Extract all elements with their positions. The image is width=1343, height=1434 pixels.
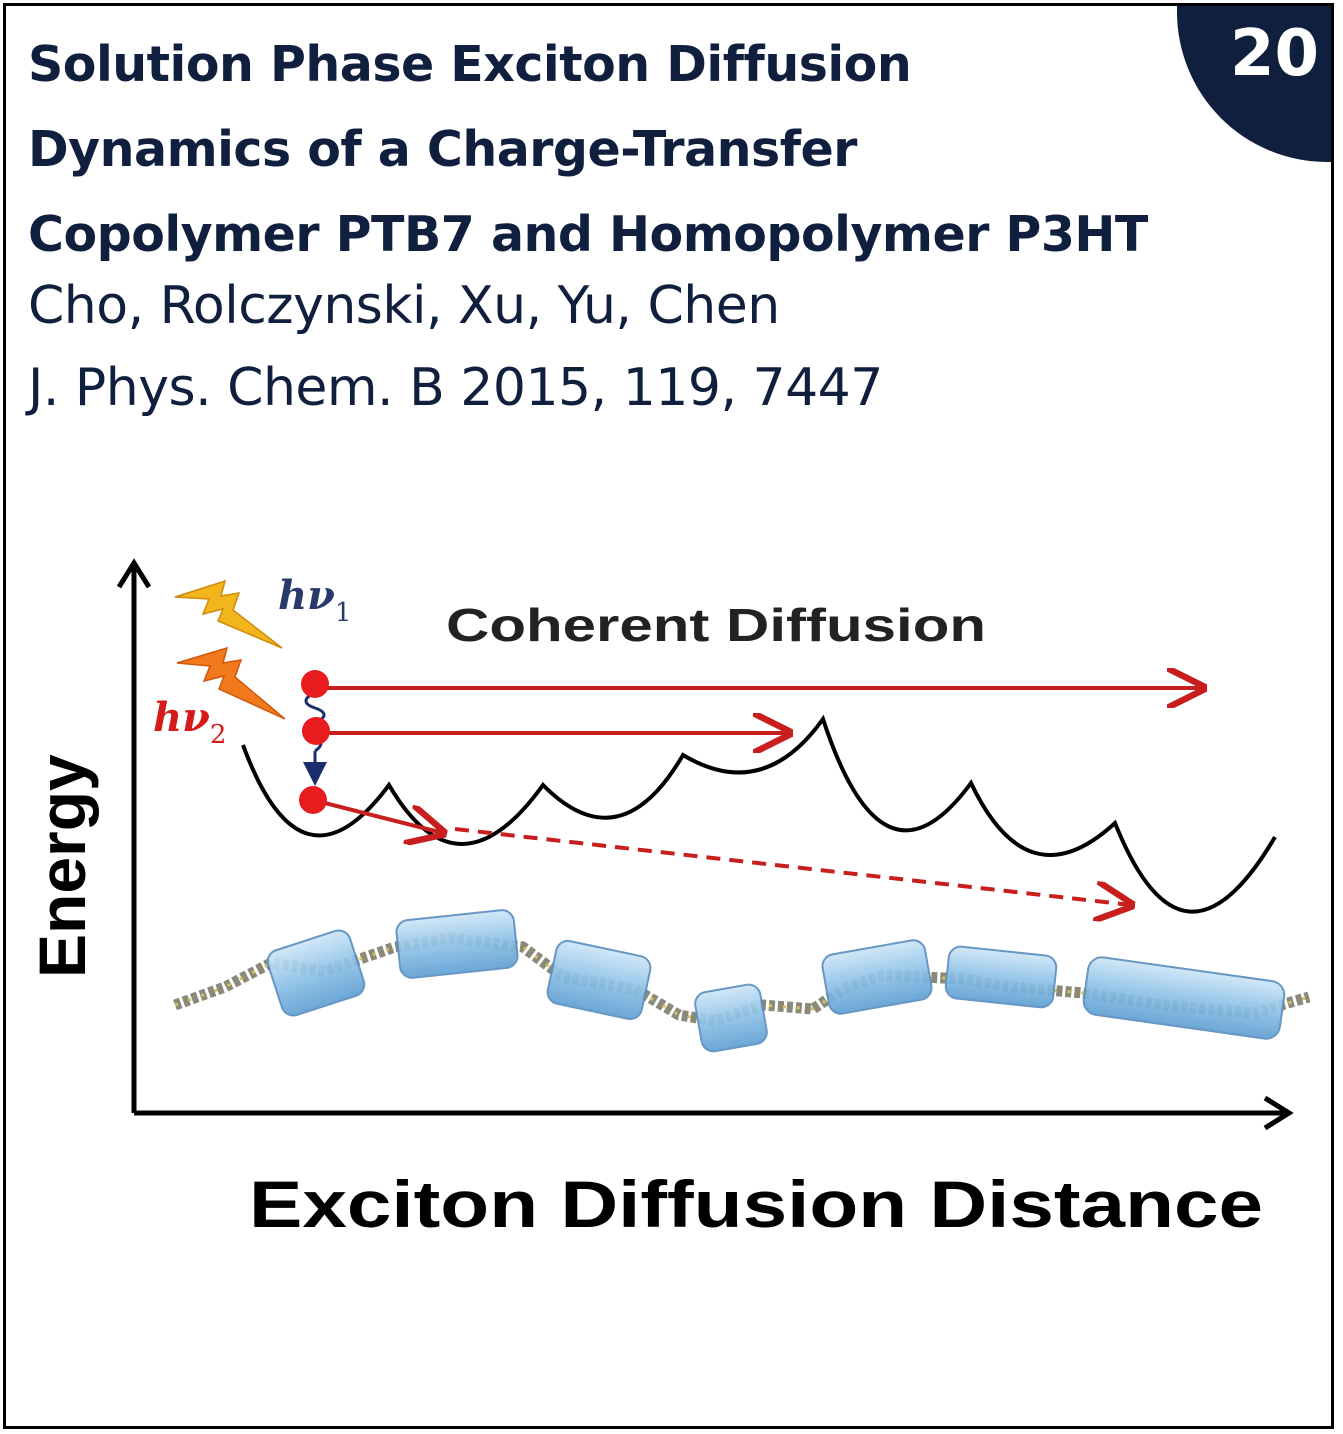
conjugated-segments (266, 909, 1286, 1053)
exciton-dot (301, 670, 329, 698)
exciton-diffusion-diagram: Energy Exciton Diffusion Distance Cohere… (25, 558, 1311, 1241)
title-line-1: Solution Phase Exciton Diffusion (28, 36, 912, 93)
segment-block (546, 939, 652, 1021)
journal-citation: J. Phys. Chem. B 2015, 119, 7447 (28, 358, 883, 418)
segment-block (395, 909, 519, 979)
relaxed-arrow (312, 798, 443, 833)
photon-label-2: hν2 (153, 694, 226, 750)
segment-block (694, 983, 768, 1053)
x-axis-label: Exciton Diffusion Distance (249, 1167, 1263, 1241)
photon-label-1: hν1 (278, 572, 351, 628)
incoherent-hopping-arrow (454, 827, 1131, 905)
exciton-dot (302, 717, 330, 745)
segment-block (1082, 956, 1286, 1040)
x-axis (134, 1095, 1294, 1131)
title-line-3: Copolymer PTB7 and Homopolymer P3HT (28, 206, 1148, 263)
author-list: Cho, Rolczynski, Xu, Yu, Chen (28, 276, 780, 336)
summary-card: 20 Solution Phase Exciton Diffusion Dyna… (3, 3, 1334, 1429)
exciton-dot (299, 786, 327, 814)
lightning-bolt-icon (174, 579, 283, 649)
badge-number: 20 (1229, 17, 1319, 91)
segment-block (821, 939, 933, 1015)
paper-title: Solution Phase Exciton Diffusion Dynamic… (28, 22, 1308, 277)
y-axis (116, 558, 152, 1113)
diagram-heading: Coherent Diffusion (446, 599, 986, 651)
segment-block (944, 945, 1058, 1009)
energy-landscape-curve (241, 714, 1277, 914)
title-line-2: Dynamics of a Charge-Transfer (28, 121, 857, 178)
y-axis-label: Energy (25, 754, 99, 978)
segment-block (266, 929, 366, 1017)
lightning-bolt-icon (176, 646, 286, 720)
